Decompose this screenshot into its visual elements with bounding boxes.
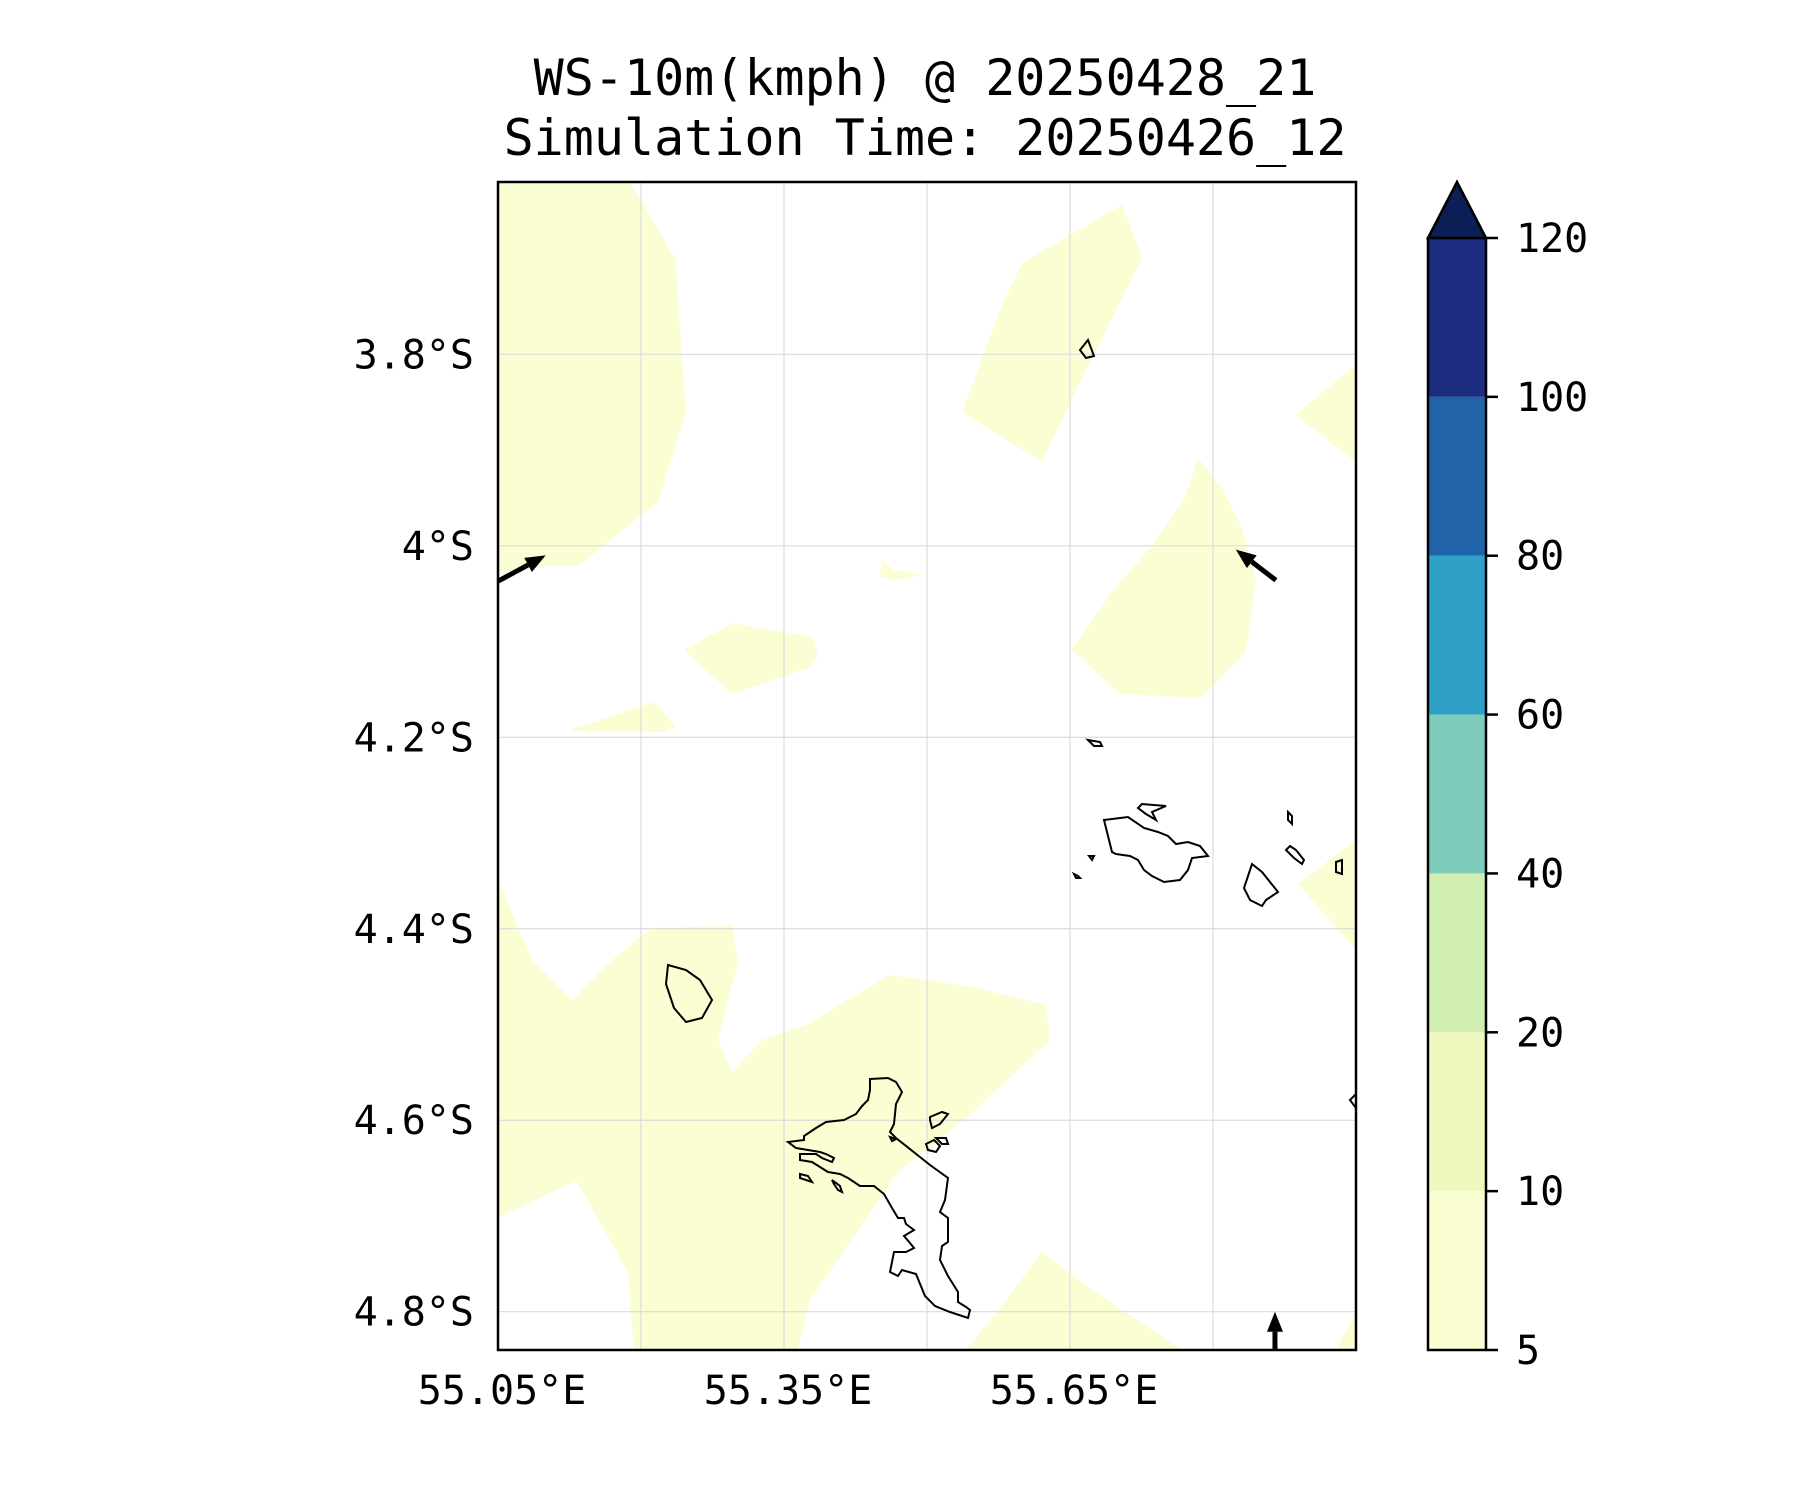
lat-tick-label-3: 4.4°S (354, 907, 474, 953)
fill-region-small-patch (880, 560, 924, 580)
island-praslin (1102, 815, 1210, 884)
island-silhouette (664, 963, 714, 1024)
island-la-digue (1242, 862, 1280, 908)
fill-region-southeast-corner (1336, 1312, 1356, 1350)
islet-praslin-west-1 (1087, 855, 1096, 862)
colorbar-segment-4 (1428, 555, 1486, 715)
islet-praslin-west-2 (1071, 871, 1083, 879)
lat-tick-label-1: 4°S (402, 524, 474, 570)
colorbar-tick-label-0: 5 (1516, 1328, 1540, 1374)
colorbar-tick-label-1: 10 (1516, 1169, 1564, 1215)
lat-tick-label-2: 4.2°S (354, 715, 474, 761)
islet-east-edge (1348, 1092, 1356, 1110)
title-line-2: Simulation Time: 20250426_12 (503, 109, 1347, 167)
lat-tick-label-5: 4.8°S (354, 1290, 474, 1336)
islet-north-1 (1085, 738, 1104, 747)
fill-region-northwest (498, 182, 686, 572)
colorbar-tick-label-4: 60 (1516, 693, 1564, 739)
latitude-axis: 3.8°S 4°S 4.2°S 4.4°S 4.6°S 4.8°S (354, 332, 474, 1335)
islet-mahe-west-1 (799, 1172, 815, 1184)
islet-felicite (1284, 844, 1306, 866)
colorbar-ticks: 5 10 20 40 60 80 100 120 (1486, 216, 1588, 1374)
islet-northeast (1287, 809, 1293, 827)
islet-mahe-west-2 (831, 1179, 844, 1194)
lon-tick-label-1: 55.35°E (704, 1368, 873, 1414)
colorbar-segment-1 (1428, 1032, 1486, 1192)
wind-arrow-south (1266, 1311, 1283, 1350)
lon-tick-label-2: 55.65°E (990, 1368, 1159, 1414)
fill-region-south (498, 880, 1050, 1350)
islet-mahe-west-3 (888, 1135, 899, 1143)
islet-mahe-east-3 (933, 1137, 950, 1145)
colorbar-extend-arrow (1425, 179, 1489, 240)
islet-mahe-east-2 (924, 1138, 942, 1154)
island-mahe (785, 1076, 972, 1320)
islet-mahe-east-1 (929, 1110, 950, 1130)
fill-region-north-center (962, 205, 1142, 462)
colorbar-tick-label-6: 100 (1516, 375, 1588, 421)
colorbar-tick-label-2: 20 (1516, 1010, 1564, 1056)
colorbar-segments (1428, 238, 1486, 1350)
wind-arrow-east (1235, 549, 1278, 583)
map-frame (496, 180, 1358, 1352)
island-curieuse (1136, 802, 1167, 823)
map-area (496, 180, 1358, 1352)
chart-title: WS-10m(kmph) @ 20250428_21 Simulation Ti… (430, 48, 1420, 168)
colorbar: 5 10 20 40 60 80 100 120 (1425, 179, 1588, 1374)
lon-tick-label-0: 55.05°E (418, 1368, 587, 1414)
colorbar-frame (1426, 236, 1488, 1352)
colorbar-segment-6 (1428, 238, 1486, 397)
fill-region-northeast-edge (1296, 364, 1356, 462)
colorbar-segment-5 (1428, 396, 1486, 556)
map-gridlines (498, 182, 1356, 1350)
coastline-layer (664, 338, 1356, 1320)
longitude-axis: 55.05°E 55.35°E 55.65°E (418, 1368, 1159, 1414)
title-line-1: WS-10m(kmph) @ 20250428_21 (533, 49, 1317, 107)
lat-tick-label-0: 3.8°S (354, 332, 474, 378)
islet-marianne (1335, 858, 1343, 876)
colorbar-tick-label-7: 120 (1516, 216, 1588, 262)
fill-region-sliver-west (570, 702, 676, 732)
wind-speed-fill-layer (498, 182, 1356, 1350)
wind-arrow-west (496, 555, 546, 584)
islet-north-2 (1078, 338, 1096, 360)
colorbar-segment-0 (1428, 1191, 1486, 1350)
colorbar-tick-label-5: 80 (1516, 534, 1564, 580)
lat-tick-label-4: 4.6°S (354, 1098, 474, 1144)
fill-region-east-center (1072, 458, 1256, 698)
fill-region-southeast (966, 1252, 1182, 1350)
colorbar-segment-2 (1428, 873, 1486, 1033)
wind-vector-layer (496, 549, 1283, 1350)
colorbar-segment-3 (1428, 714, 1486, 874)
colorbar-tick-label-3: 40 (1516, 851, 1564, 897)
